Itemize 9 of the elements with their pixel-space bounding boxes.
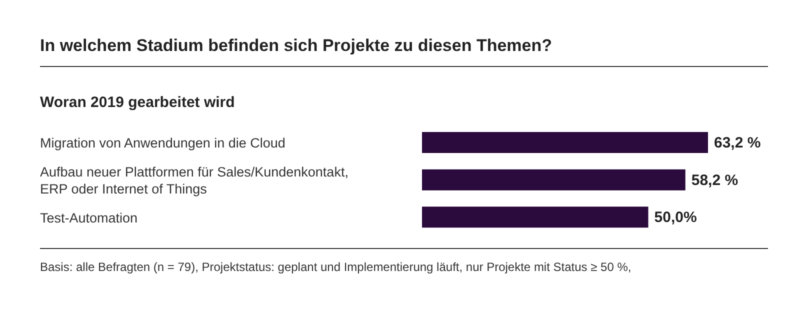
y-tick-label: Aufbau neuer Plattformen für Sales/Kundenkontakt, ERP oder Internet of Things [40, 164, 348, 196]
data-label: 63,2 % [714, 134, 761, 152]
data-label: 58,2 % [691, 172, 738, 189]
chart-title: In welchem Stadium befinden sich Projekte zu diesen Themen? [40, 36, 552, 56]
text: Basis: alle Befragten (n = 79), Projektstatus: geplant und Implementierung läuft, nur Projekte mit Status ≥ 50 %, [40, 259, 632, 276]
text: Woran 2019 gearbeitet wird [40, 94, 235, 111]
data-label: 50,0% [654, 209, 697, 226]
y-tick-label: Test-Automation [40, 210, 138, 226]
y-tick-label: Migration von Anwendungen in die Cloud [40, 136, 286, 151]
